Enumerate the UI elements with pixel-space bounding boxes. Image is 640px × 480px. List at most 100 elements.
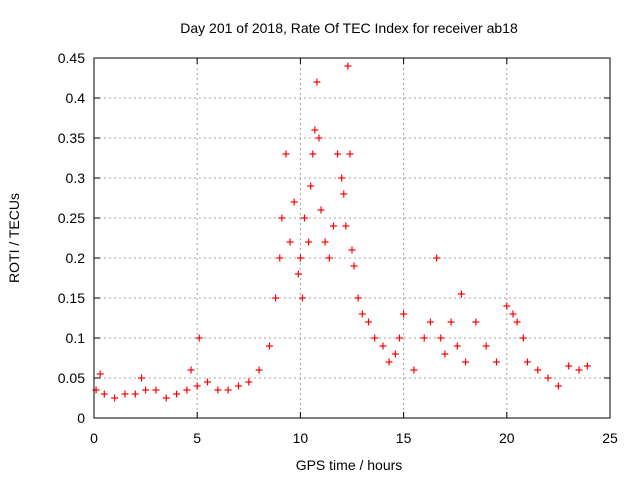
data-point	[162, 394, 170, 402]
data-point	[234, 382, 242, 390]
data-point	[565, 362, 573, 370]
data-point	[131, 390, 139, 398]
data-point	[365, 318, 373, 326]
data-point	[544, 374, 552, 382]
data-point	[214, 386, 222, 394]
y-tick-label: 0.4	[66, 90, 86, 106]
data-point	[137, 374, 145, 382]
data-point	[173, 390, 181, 398]
data-point	[224, 386, 232, 394]
data-point	[311, 126, 319, 134]
y-tick-label: 0.1	[66, 330, 86, 346]
data-point	[340, 190, 348, 198]
data-point	[472, 318, 480, 326]
data-point	[437, 334, 445, 342]
data-point	[276, 254, 284, 262]
data-point	[391, 350, 399, 358]
x-axis-title: GPS time / hours	[296, 457, 403, 473]
data-point	[245, 378, 253, 386]
data-point	[298, 294, 306, 302]
data-point	[111, 394, 119, 402]
y-tick-label: 0.35	[58, 130, 85, 146]
y-tick-label: 0.05	[58, 370, 85, 386]
data-point	[379, 342, 387, 350]
x-tick-label: 0	[90, 430, 98, 446]
data-point	[385, 358, 393, 366]
data-point	[426, 318, 434, 326]
data-point	[152, 386, 160, 394]
data-point	[290, 198, 298, 206]
y-axis-title: ROTI / TECUs	[6, 193, 22, 283]
data-point	[354, 294, 362, 302]
data-point	[255, 366, 263, 374]
data-point	[278, 214, 286, 222]
data-point	[342, 222, 350, 230]
data-point	[305, 238, 313, 246]
data-point	[433, 254, 441, 262]
data-point	[462, 358, 470, 366]
data-point	[100, 390, 108, 398]
grid-layer	[94, 58, 610, 418]
data-point	[309, 150, 317, 158]
data-point	[183, 386, 191, 394]
data-point	[523, 358, 531, 366]
data-point	[195, 334, 203, 342]
data-point	[482, 342, 490, 350]
data-point	[350, 262, 358, 270]
plot-frame	[93, 57, 611, 419]
data-point	[121, 390, 129, 398]
data-point	[187, 366, 195, 374]
data-point	[329, 222, 337, 230]
data-point	[400, 310, 408, 318]
data-points	[92, 62, 591, 402]
data-point	[348, 246, 356, 254]
data-point	[321, 238, 329, 246]
data-point	[142, 386, 150, 394]
data-point	[96, 370, 104, 378]
data-point	[575, 366, 583, 374]
data-point	[301, 214, 309, 222]
data-point	[272, 294, 280, 302]
data-point	[509, 310, 517, 318]
data-point	[346, 150, 354, 158]
data-point	[193, 382, 201, 390]
data-point	[358, 310, 366, 318]
data-point	[315, 134, 323, 142]
data-point	[325, 254, 333, 262]
data-point	[492, 358, 500, 366]
data-point	[294, 270, 302, 278]
data-point	[420, 334, 428, 342]
y-tick-label: 0.25	[58, 210, 85, 226]
y-tick-label: 0	[77, 410, 85, 426]
x-tick-label: 25	[602, 430, 618, 446]
x-tick-label: 10	[293, 430, 309, 446]
data-point	[371, 334, 379, 342]
data-point	[457, 290, 465, 298]
x-tick-label: 5	[193, 430, 201, 446]
data-point	[410, 366, 418, 374]
data-point	[513, 318, 521, 326]
x-tick-label: 20	[499, 430, 515, 446]
data-point	[441, 350, 449, 358]
y-tick-label: 0.45	[58, 50, 85, 66]
data-point	[296, 254, 304, 262]
data-point	[338, 174, 346, 182]
data-point	[554, 382, 562, 390]
y-tick-label: 0.3	[66, 170, 86, 186]
data-point	[344, 62, 352, 70]
data-point	[447, 318, 455, 326]
data-point	[583, 362, 591, 370]
chart-title: Day 201 of 2018, Rate Of TEC Index for r…	[180, 20, 518, 36]
data-point	[286, 238, 294, 246]
data-point	[282, 150, 290, 158]
data-point	[265, 342, 273, 350]
data-point	[395, 334, 403, 342]
data-point	[534, 366, 542, 374]
x-tick-label: 15	[396, 430, 412, 446]
data-point	[453, 342, 461, 350]
data-point	[519, 334, 527, 342]
y-tick-label: 0.2	[66, 250, 86, 266]
data-point	[503, 302, 511, 310]
data-point	[204, 378, 212, 386]
